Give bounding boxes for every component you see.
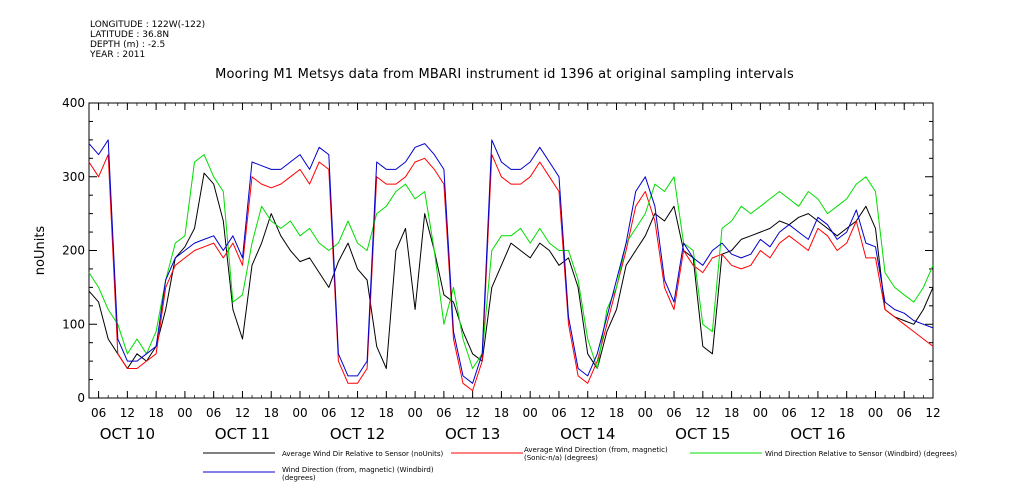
x-tick-label: 06 xyxy=(436,406,451,420)
series-line-4 xyxy=(88,139,934,384)
x-tick-label: 12 xyxy=(580,406,595,420)
x-tick-label: 18 xyxy=(724,406,739,420)
x-tick-label: 00 xyxy=(177,406,192,420)
metadata-block: LONGITUDE : 122W(-122) LATITUDE : 36.8N … xyxy=(90,20,205,60)
series-line-1 xyxy=(88,172,934,369)
x-tick-label: 00 xyxy=(638,406,653,420)
x-day-label: OCT 12 xyxy=(330,425,385,443)
x-tick-label: 18 xyxy=(379,406,394,420)
x-tick-label: 12 xyxy=(810,406,825,420)
x-tick-label: 06 xyxy=(897,406,912,420)
x-tick-label: 18 xyxy=(264,406,279,420)
x-tick-label: 06 xyxy=(91,406,106,420)
x-day-label: OCT 16 xyxy=(790,425,845,443)
y-axis-label: noUnits xyxy=(33,226,48,276)
x-tick-label: 06 xyxy=(551,406,566,420)
x-tick-label: 00 xyxy=(868,406,883,420)
x-tick-label: 00 xyxy=(407,406,422,420)
y-tick-label: 300 xyxy=(62,170,85,184)
x-tick-label: 12 xyxy=(925,406,940,420)
x-tick-label: 12 xyxy=(695,406,710,420)
x-day-label: OCT 11 xyxy=(215,425,270,443)
meta-year: YEAR : 2011 xyxy=(90,50,146,60)
x-tick-label: 00 xyxy=(523,406,538,420)
x-tick-label: 00 xyxy=(753,406,768,420)
x-tick-label: 18 xyxy=(494,406,509,420)
y-tick-label: 200 xyxy=(62,244,85,258)
x-tick-label: 12 xyxy=(350,406,365,420)
x-tick-label: 18 xyxy=(609,406,624,420)
meta-latitude: LATITUDE : 36.8N xyxy=(90,30,170,40)
x-tick-label: 18 xyxy=(148,406,163,420)
x-tick-label: 12 xyxy=(465,406,480,420)
plot-frame xyxy=(88,102,934,399)
y-tick-label: 400 xyxy=(62,96,85,110)
x-tick-label: 06 xyxy=(781,406,796,420)
series-line-3 xyxy=(88,154,934,369)
x-tick-label: 06 xyxy=(666,406,681,420)
x-day-label: OCT 15 xyxy=(675,425,730,443)
x-tick-label: 06 xyxy=(321,406,336,420)
x-tick-label: 12 xyxy=(235,406,250,420)
x-tick-label: 12 xyxy=(120,406,135,420)
meta-longitude: LONGITUDE : 122W(-122) xyxy=(90,20,206,30)
y-tick-label: 100 xyxy=(62,317,85,331)
x-tick-label: 18 xyxy=(839,406,854,420)
x-day-label: OCT 13 xyxy=(445,425,500,443)
chart-title: Mooring M1 Metsys data from MBARI instru… xyxy=(215,67,794,82)
x-tick-label: 00 xyxy=(292,406,307,420)
series-line-2 xyxy=(88,154,934,392)
x-day-label: OCT 10 xyxy=(100,425,155,443)
meta-depth: DEPTH (m) : -2.5 xyxy=(90,40,166,50)
x-tick-label: 06 xyxy=(206,406,221,420)
y-tick-label: 0 xyxy=(77,391,85,405)
x-day-label: OCT 14 xyxy=(560,425,615,443)
